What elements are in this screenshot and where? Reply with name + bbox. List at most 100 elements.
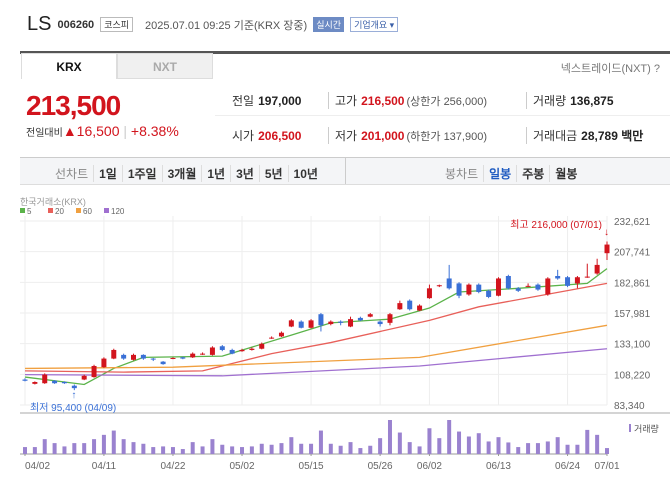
chart-toolbar: 선차트 1일 1주일 3개월 1년 3년 5년 10년 봉차트 일봉 주봉 월봉	[20, 157, 670, 185]
candle	[328, 321, 334, 325]
candle	[239, 349, 245, 352]
candle	[219, 346, 225, 350]
period-3y[interactable]: 3년	[230, 165, 259, 182]
candle	[397, 303, 403, 310]
candle	[377, 321, 383, 325]
candle	[150, 358, 156, 360]
ma120-line	[24, 348, 608, 377]
period-1w[interactable]: 1주일	[121, 165, 162, 182]
period-weekly[interactable]: 주봉	[516, 165, 549, 182]
candle	[131, 354, 137, 360]
volume-bar	[328, 443, 333, 454]
candle	[594, 264, 600, 274]
candle	[249, 348, 255, 350]
x-tick-label: 06/24	[555, 461, 580, 472]
volume-bar	[516, 447, 521, 454]
volume-bar	[309, 443, 314, 454]
candle	[436, 285, 442, 287]
low-arrow-icon: ↑	[71, 390, 76, 401]
candle	[426, 288, 432, 299]
y-tick-label: 83,340	[614, 401, 645, 412]
volume-bar	[259, 443, 264, 454]
candle	[140, 354, 146, 359]
upper-limit: (상한가 256,000)	[406, 96, 487, 108]
price-change: 전일대비▲16,500 | +8.38%	[26, 123, 179, 139]
volume-bar	[299, 443, 304, 454]
value: 28,789 백만	[581, 129, 644, 143]
candle-chart-periods: 봉차트 일봉 주봉 월봉	[440, 165, 582, 182]
volume-bar	[269, 444, 274, 454]
candle	[288, 320, 294, 327]
value: 136,875	[570, 94, 614, 108]
label: 고가	[335, 94, 358, 108]
period-3m[interactable]: 3개월	[161, 165, 202, 182]
candle	[269, 337, 275, 339]
period-monthly[interactable]: 월봉	[549, 165, 582, 182]
volume-bar	[535, 443, 540, 454]
volume-bar	[101, 434, 106, 454]
volume-bar	[52, 443, 57, 454]
candle	[555, 275, 561, 279]
realtime-button[interactable]: 실시간	[313, 17, 345, 32]
candle	[505, 275, 511, 289]
x-tick-label: 06/13	[486, 461, 511, 472]
volume-bar	[358, 448, 363, 454]
period-5y[interactable]: 5년	[258, 165, 288, 182]
candle	[229, 349, 235, 354]
change-label: 전일대비	[26, 128, 63, 139]
candle	[22, 379, 28, 381]
high-annotation: 최고 216,000 (07/01)	[510, 219, 602, 231]
candle	[565, 277, 571, 286]
volume-bar	[447, 420, 452, 454]
volume-bar	[545, 441, 550, 454]
ma20-line	[24, 282, 608, 373]
volume-bar	[555, 437, 560, 454]
label: 거래량	[533, 94, 567, 108]
volume-bar	[111, 430, 116, 454]
candle	[91, 365, 97, 378]
period-1d[interactable]: 1일	[93, 165, 122, 182]
ma60-line	[24, 324, 608, 370]
candle	[466, 284, 472, 295]
tab-nxt[interactable]: NXT	[117, 53, 213, 79]
tab-krx[interactable]: KRX	[21, 53, 117, 79]
y-tick-label: 133,100	[614, 340, 651, 351]
period-1y[interactable]: 1년	[201, 165, 230, 182]
volume-bar	[279, 443, 284, 454]
candle	[160, 361, 166, 365]
volume-bar	[526, 443, 531, 454]
volume-bar	[407, 442, 412, 454]
period-daily[interactable]: 일봉	[483, 165, 516, 182]
company-info-dropdown[interactable]: 기업개요 ▾	[350, 17, 399, 32]
candle	[32, 382, 38, 384]
volume-bar	[427, 428, 432, 454]
value: 206,500	[258, 129, 302, 143]
legend-swatch	[20, 208, 25, 213]
x-tick-label: 05/26	[368, 461, 393, 472]
period-10y[interactable]: 10년	[287, 165, 323, 182]
x-tick-label: 04/02	[25, 461, 50, 472]
volume-bar	[151, 447, 156, 454]
source-label: 한국거래소(KRX)	[20, 197, 86, 207]
volume-bar	[605, 448, 609, 454]
volume: 거래량 136,875	[526, 92, 614, 109]
candle	[298, 321, 304, 328]
volume-bar	[348, 442, 353, 454]
volume-bar	[230, 446, 235, 454]
volume-bar	[190, 442, 195, 454]
candle	[42, 374, 48, 384]
x-tick-label: 07/01	[594, 461, 619, 472]
current-price: 213,500	[26, 90, 121, 121]
volume-bar	[585, 429, 590, 454]
label: 시가	[232, 129, 255, 143]
volume-bar	[595, 434, 600, 454]
lower-limit: (하한가 137,900)	[406, 131, 487, 143]
legend-label: 20	[55, 207, 64, 216]
nextrade-help-link[interactable]: 넥스트레이드(NXT) ?	[560, 63, 660, 75]
legend-label: 120	[111, 207, 125, 216]
volume-bar	[220, 444, 225, 454]
candle	[367, 314, 373, 317]
x-tick-label: 04/22	[160, 461, 185, 472]
candle	[71, 385, 77, 389]
label: 거래대금	[533, 129, 578, 143]
